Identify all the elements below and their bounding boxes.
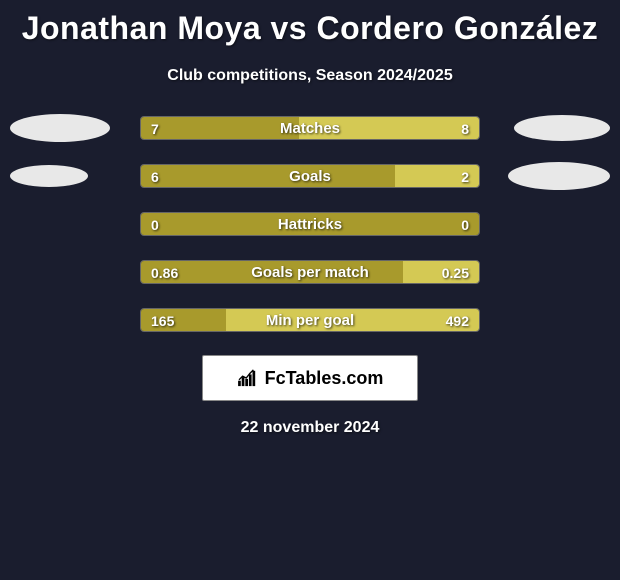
stat-row: 78Matches [0,115,620,141]
player-avatar-left [10,114,110,142]
player-avatar-left [10,165,88,187]
bar-chart-icon [237,369,259,387]
stat-bar: 62Goals [140,164,480,188]
stat-bar: 0.860.25Goals per match [140,260,480,284]
stat-row: 62Goals [0,163,620,189]
stat-label: Goals per match [141,261,479,284]
player-avatar-right [508,162,610,190]
page-title: Jonathan Moya vs Cordero González [0,0,620,47]
stat-label: Matches [141,117,479,140]
stat-label: Min per goal [141,309,479,332]
brand-box: FcTables.com [202,355,418,401]
comparison-chart: 78Matches 62Goals 00Hattricks 0.860.25Goals… [0,115,620,333]
stat-row: 00Hattricks [0,211,620,237]
brand-label: FcTables.com [265,368,384,389]
stat-label: Hattricks [141,213,479,236]
subtitle: Club competitions, Season 2024/2025 [0,67,620,85]
stat-row: 165492Min per goal [0,307,620,333]
player-avatar-right [514,115,610,141]
date-line: 22 november 2024 [0,419,620,437]
stat-label: Goals [141,165,479,188]
stat-bar: 78Matches [140,116,480,140]
stat-bar: 165492Min per goal [140,308,480,332]
stat-row: 0.860.25Goals per match [0,259,620,285]
stat-bar: 00Hattricks [140,212,480,236]
